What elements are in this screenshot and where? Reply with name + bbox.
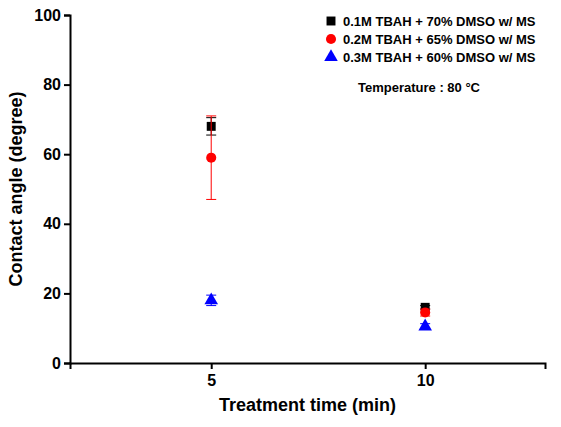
y-axis: 0 20 40 60 80 100 xyxy=(34,7,70,372)
y-axis-line xyxy=(64,16,71,364)
y-tick-label: 20 xyxy=(43,285,61,302)
point xyxy=(206,153,216,163)
error-bar xyxy=(206,116,216,200)
x-tick-mark xyxy=(211,363,213,369)
y-tick-label: 100 xyxy=(34,7,61,24)
y-tick-mark xyxy=(64,15,70,17)
y-tick-label: 40 xyxy=(43,215,61,232)
x-tick: 5 xyxy=(207,363,216,389)
error-bar-cap xyxy=(206,115,216,116)
x-tick-mark xyxy=(425,363,427,369)
x-tick-label: 5 xyxy=(207,372,216,389)
y-tick-label: 60 xyxy=(43,146,61,163)
legend-marker xyxy=(326,34,336,44)
annotation: Temperature : 80 °C xyxy=(358,80,481,95)
legend-item: 0.2M TBAH + 65% DMSO w/ MS xyxy=(326,32,536,47)
y-tick-mark xyxy=(64,84,70,86)
y-tick-label: 80 xyxy=(43,76,61,93)
x-axis-line xyxy=(71,364,546,370)
legend-marker xyxy=(327,17,336,26)
plot: 510020406080100Treatment time (min)Conta… xyxy=(6,7,546,415)
y-tick: 60 xyxy=(43,146,70,163)
x-axis-title: Treatment time (min) xyxy=(219,395,396,415)
series xyxy=(206,118,430,312)
error-bar-cap xyxy=(206,199,216,200)
x-tick: 10 xyxy=(417,363,435,389)
chart: 510020406080100Treatment time (min)Conta… xyxy=(0,0,561,427)
y-tick-mark xyxy=(64,154,70,156)
point xyxy=(420,307,430,317)
legend-label: 0.2M TBAH + 65% DMSO w/ MS xyxy=(343,32,536,47)
y-tick: 100 xyxy=(34,7,70,24)
y-tick-mark xyxy=(64,223,70,225)
legend-item: 0.1M TBAH + 70% DMSO w/ MS xyxy=(327,14,536,29)
series xyxy=(204,293,432,331)
y-axis-title: Contact angle (degree) xyxy=(6,91,26,286)
x-axis: 5 10 xyxy=(71,363,546,389)
y-tick-mark xyxy=(64,293,70,295)
y-tick: 80 xyxy=(43,76,70,93)
series xyxy=(206,116,430,318)
y-tick: 40 xyxy=(43,215,70,232)
y-tick-mark xyxy=(64,363,70,365)
marks xyxy=(204,116,432,330)
legend-marker xyxy=(324,49,338,61)
y-tick: 20 xyxy=(43,285,70,302)
legend: 0.1M TBAH + 70% DMSO w/ MS 0.2M TBAH + 65… xyxy=(324,14,536,65)
point xyxy=(204,293,218,305)
point xyxy=(418,319,432,331)
legend-label: 0.1M TBAH + 70% DMSO w/ MS xyxy=(343,14,536,29)
legend-label: 0.3M TBAH + 60% DMSO w/ MS xyxy=(343,50,536,65)
legend-item: 0.3M TBAH + 60% DMSO w/ MS xyxy=(324,49,536,64)
error-bar-cap xyxy=(206,305,216,306)
y-tick: 0 xyxy=(52,355,70,372)
x-tick-label: 10 xyxy=(417,372,435,389)
y-tick-label: 0 xyxy=(52,355,61,372)
